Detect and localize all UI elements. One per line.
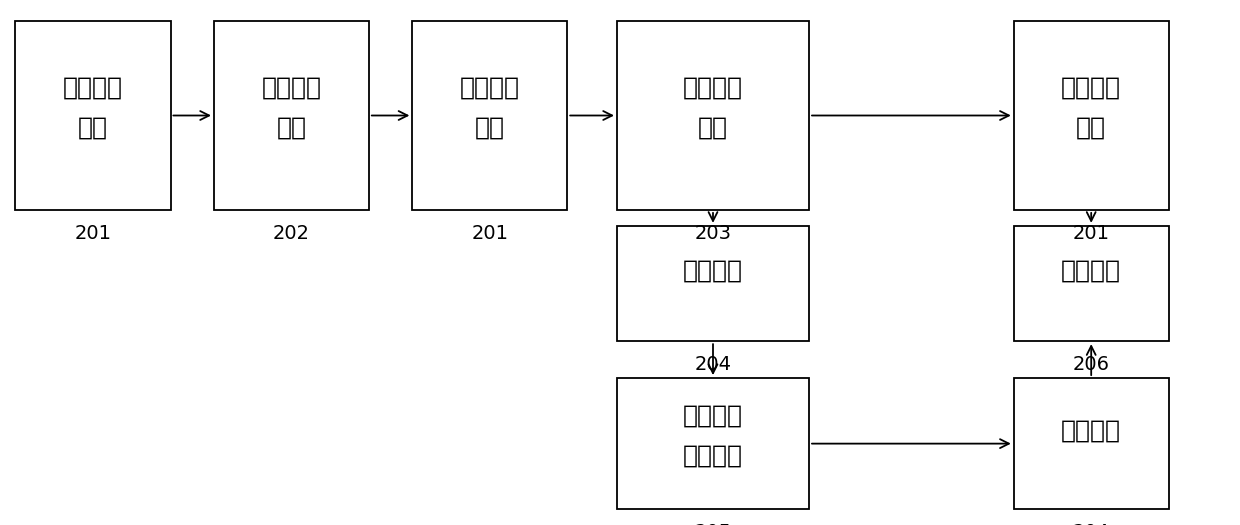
- Text: 203: 203: [694, 224, 732, 243]
- Text: 204: 204: [694, 355, 732, 374]
- Text: 晶圆传送: 晶圆传送: [63, 76, 123, 100]
- Bar: [1014, 378, 1168, 509]
- Text: 206: 206: [1073, 355, 1110, 374]
- Bar: [213, 21, 370, 210]
- Text: 红外成像: 红外成像: [683, 76, 743, 100]
- Text: 晶圆传送: 晶圆传送: [1061, 76, 1121, 100]
- Bar: [618, 378, 808, 509]
- Text: 模组: 模组: [698, 116, 728, 139]
- Text: 201: 201: [1073, 224, 1110, 243]
- Bar: [1014, 21, 1168, 210]
- Text: 201: 201: [74, 224, 112, 243]
- Text: 202: 202: [273, 224, 310, 243]
- Text: 晶圆预热: 晶圆预热: [262, 76, 321, 100]
- Text: 通信模组: 通信模组: [683, 258, 743, 282]
- Text: 晶圆传送: 晶圆传送: [460, 76, 520, 100]
- Text: 腔组: 腔组: [277, 116, 306, 139]
- Text: 模组: 模组: [475, 116, 505, 139]
- Bar: [618, 226, 808, 341]
- Text: 205: 205: [694, 523, 732, 525]
- Bar: [618, 21, 808, 210]
- Text: 201: 201: [471, 224, 508, 243]
- Text: 模组: 模组: [78, 116, 108, 139]
- Text: 处理中心: 处理中心: [683, 444, 743, 467]
- Bar: [15, 21, 171, 210]
- Text: 模组: 模组: [1076, 116, 1106, 139]
- Bar: [1014, 226, 1168, 341]
- Text: 沉积机台: 沉积机台: [1061, 258, 1121, 282]
- Text: 通信模组: 通信模组: [1061, 418, 1121, 443]
- Bar: [412, 21, 567, 210]
- Text: 数据分析: 数据分析: [683, 404, 743, 428]
- Text: 204: 204: [1073, 523, 1110, 525]
